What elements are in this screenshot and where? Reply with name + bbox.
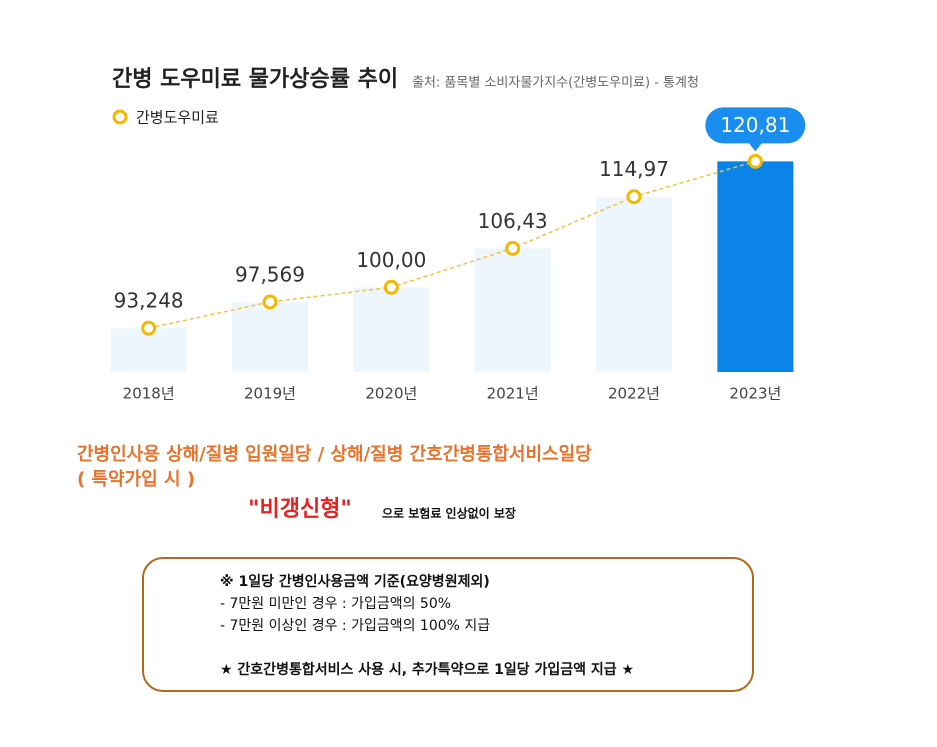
value-label: 120,81 bbox=[720, 113, 790, 137]
box-footer: ★ 간호간병통합서비스 사용 시, 추가특약으로 1일당 가입금액 지급 ★ bbox=[220, 661, 634, 678]
marker bbox=[141, 320, 157, 336]
x-tick-label: 2023년 bbox=[729, 385, 781, 403]
highlight: "비갱신형" bbox=[248, 497, 352, 522]
value-label: 100,00 bbox=[356, 248, 426, 272]
bar bbox=[474, 248, 551, 372]
bar bbox=[232, 301, 308, 372]
value-label: 106,43 bbox=[478, 209, 548, 233]
note-line: 간병인사용 상해/질병 입원일당 / 상해/질병 간호간병통합서비스일당 bbox=[77, 443, 592, 465]
line bbox=[148, 160, 756, 329]
value-label: 97,569 bbox=[235, 262, 305, 286]
box-line: - 7만원 미만인 경우 : 가입금액의 50% bbox=[220, 596, 451, 612]
marker bbox=[262, 294, 278, 310]
marker bbox=[626, 189, 642, 205]
marker bbox=[747, 153, 763, 169]
chart-subtitle: 출처: 품목별 소비자물가지수(간병도우미료) - 통계청 bbox=[412, 76, 699, 91]
x-tick-label: 2021년 bbox=[487, 385, 539, 403]
highlight-suffix: 으로 보험료 인상없이 보장 bbox=[382, 506, 516, 521]
box-line: - 7만원 이상인 경우 : 가입금액의 100% 지급 bbox=[220, 618, 490, 634]
x-tick-label: 2022년 bbox=[608, 385, 660, 403]
x-tick-label: 2020년 bbox=[365, 385, 417, 403]
callout bbox=[705, 107, 806, 144]
bar bbox=[717, 161, 794, 372]
marker bbox=[505, 240, 521, 256]
value-label: 93,248 bbox=[114, 289, 184, 313]
value-label: 114,97 bbox=[599, 157, 669, 181]
legend-marker bbox=[112, 109, 128, 125]
callout-pointer bbox=[748, 142, 763, 152]
box-line: ※ 1일당 간병인사용금액 기준(요양병원제외) bbox=[220, 573, 490, 590]
x-tick-label: 2019년 bbox=[244, 385, 296, 403]
note-line: ( 특약가입 시 ) bbox=[77, 468, 195, 490]
marker bbox=[383, 279, 399, 295]
info-box bbox=[142, 557, 754, 692]
chart-title: 간병 도우미료 물가상승률 추이 bbox=[112, 67, 398, 92]
x-tick-label: 2018년 bbox=[123, 385, 175, 403]
legend-label: 간병도우미료 bbox=[136, 109, 219, 127]
bar bbox=[353, 287, 430, 372]
bar bbox=[596, 196, 672, 372]
